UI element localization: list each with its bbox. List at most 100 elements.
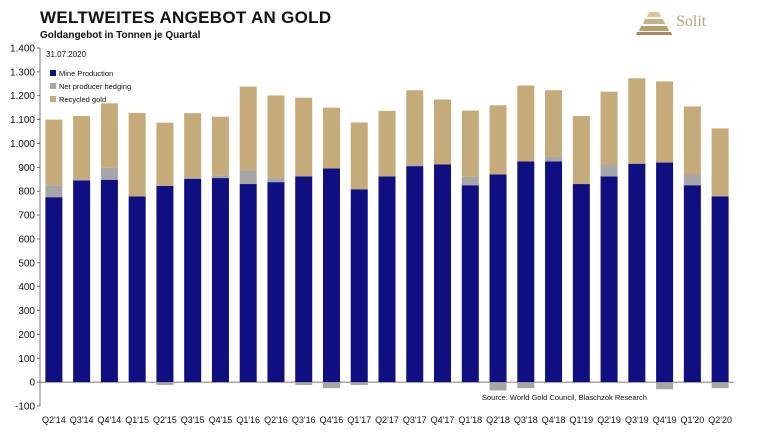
y-tick-label: 300 bbox=[18, 306, 35, 317]
y-tick-label: 1.200 bbox=[10, 91, 35, 102]
bar-mine-production bbox=[545, 161, 563, 383]
bar-net-producer-hedging bbox=[100, 167, 118, 180]
x-tick-label: Q1'15 bbox=[125, 415, 149, 425]
bar-net-producer-hedging bbox=[517, 382, 535, 389]
bar-mine-production bbox=[434, 164, 452, 383]
chart-title: WELTWEITES ANGEBOT AN GOLD bbox=[40, 8, 332, 27]
bar-recycled-gold bbox=[322, 107, 340, 169]
bar-mine-production bbox=[517, 161, 535, 383]
y-tick-label: 800 bbox=[18, 187, 35, 198]
bar-recycled-gold bbox=[656, 81, 674, 163]
bar-recycled-gold bbox=[378, 110, 396, 177]
bar-net-producer-hedging bbox=[600, 164, 618, 177]
x-tick-label: Q1'19 bbox=[569, 415, 593, 425]
y-tick-label: 1.300 bbox=[10, 67, 35, 78]
bar-net-producer-hedging bbox=[406, 164, 424, 167]
bar-recycled-gold bbox=[461, 110, 479, 177]
bar-recycled-gold bbox=[184, 113, 202, 178]
bar-mine-production bbox=[239, 184, 257, 383]
bar-mine-production bbox=[600, 176, 618, 383]
y-tick-label: 200 bbox=[18, 330, 35, 341]
x-tick-label: Q4'14 bbox=[98, 415, 122, 425]
x-tick-label: Q4'18 bbox=[542, 415, 566, 425]
bar-recycled-gold bbox=[239, 86, 257, 171]
bar-recycled-gold bbox=[128, 112, 146, 197]
y-tick-label: 0 bbox=[29, 378, 35, 389]
bar-recycled-gold bbox=[295, 97, 313, 177]
x-tick-label: Q2'14 bbox=[42, 415, 66, 425]
logo-text: Solit bbox=[676, 13, 707, 30]
bar-net-producer-hedging bbox=[656, 382, 674, 390]
y-tick-label: 500 bbox=[18, 258, 35, 269]
bar-mine-production bbox=[156, 185, 174, 383]
bar-mine-production bbox=[711, 196, 729, 383]
bar-recycled-gold bbox=[45, 119, 63, 186]
x-tick-label: Q1'20 bbox=[680, 415, 704, 425]
bar-mine-production bbox=[322, 168, 340, 383]
x-tick-label: Q2'18 bbox=[486, 415, 510, 425]
bar-recycled-gold bbox=[683, 106, 701, 175]
bar-recycled-gold bbox=[100, 103, 118, 168]
y-tick-label: 700 bbox=[18, 211, 35, 222]
x-tick-label: Q1'18 bbox=[458, 415, 482, 425]
bar-recycled-gold bbox=[350, 122, 368, 190]
x-axis: Q2'14 Q3'14 Q4'14 Q1'15 Q2'15 Q3'15 Q4'15 Q1'16… bbox=[42, 415, 732, 425]
bar-recycled-gold bbox=[517, 85, 535, 162]
bar-net-producer-hedging bbox=[461, 176, 479, 186]
y-tick-label: 1.100 bbox=[10, 115, 35, 126]
bar-mine-production bbox=[489, 174, 507, 383]
bar-mine-production bbox=[211, 178, 229, 383]
bar-net-producer-hedging bbox=[239, 170, 257, 185]
bar-mine-production bbox=[350, 189, 368, 383]
bar-mine-production bbox=[184, 178, 202, 383]
bar-recycled-gold bbox=[489, 105, 507, 175]
legend: Mine Production Net producer hedging Recyc… bbox=[50, 69, 131, 104]
x-tick-label: Q4'15 bbox=[209, 415, 233, 425]
company-logo: Solit bbox=[636, 10, 736, 40]
x-tick-label: Q4'17 bbox=[431, 415, 455, 425]
bar-mine-production bbox=[378, 176, 396, 383]
bar-mine-production bbox=[45, 197, 63, 383]
bar-recycled-gold bbox=[434, 99, 452, 165]
bar-net-producer-hedging bbox=[350, 382, 368, 385]
bar-recycled-gold bbox=[711, 128, 729, 197]
bar-recycled-gold bbox=[267, 95, 285, 178]
y-tick-label: 400 bbox=[18, 282, 35, 293]
bar-recycled-gold bbox=[406, 90, 424, 165]
bar-mine-production bbox=[683, 185, 701, 383]
bar-mine-production bbox=[656, 162, 674, 383]
bar-mine-production bbox=[295, 176, 313, 383]
legend-swatch bbox=[50, 96, 56, 102]
x-tick-label: Q3'19 bbox=[625, 415, 649, 425]
legend-label: Mine Production bbox=[59, 69, 113, 78]
x-tick-label: Q1'17 bbox=[347, 415, 371, 425]
x-tick-label: Q3'16 bbox=[292, 415, 316, 425]
bar-net-producer-hedging bbox=[295, 382, 313, 385]
x-tick-label: Q4'16 bbox=[320, 415, 344, 425]
bar-mine-production bbox=[267, 182, 285, 383]
bar-mine-production bbox=[461, 185, 479, 383]
x-tick-label: Q4'19 bbox=[653, 415, 677, 425]
x-tick-label: Q3'18 bbox=[514, 415, 538, 425]
x-tick-label: Q3'14 bbox=[70, 415, 94, 425]
bar-net-producer-hedging bbox=[489, 382, 507, 391]
bar-mine-production bbox=[100, 179, 118, 383]
bar-recycled-gold bbox=[73, 116, 91, 180]
bar-net-producer-hedging bbox=[545, 156, 563, 162]
x-tick-label: Q2'16 bbox=[264, 415, 288, 425]
x-tick-label: Q3'17 bbox=[403, 415, 427, 425]
chart-subtitle: Goldangebot in Tonnen je Quartal bbox=[40, 30, 201, 41]
bar-net-producer-hedging bbox=[73, 179, 91, 181]
x-tick-label: Q2'17 bbox=[375, 415, 399, 425]
x-tick-label: Q3'15 bbox=[181, 415, 205, 425]
date-label: 31.07.2020 bbox=[46, 50, 87, 59]
bar-recycled-gold bbox=[545, 90, 563, 157]
y-tick-label: 1.000 bbox=[10, 139, 35, 150]
bar-net-producer-hedging bbox=[45, 185, 63, 198]
bar-net-producer-hedging bbox=[711, 382, 729, 389]
y-axis: -100 0 100 200 300 400 500 600 700 800 900 1.000 1.1… bbox=[10, 44, 41, 413]
bar-recycled-gold bbox=[572, 116, 590, 185]
bar-mine-production bbox=[628, 163, 646, 383]
y-tick-label: 600 bbox=[18, 234, 35, 245]
